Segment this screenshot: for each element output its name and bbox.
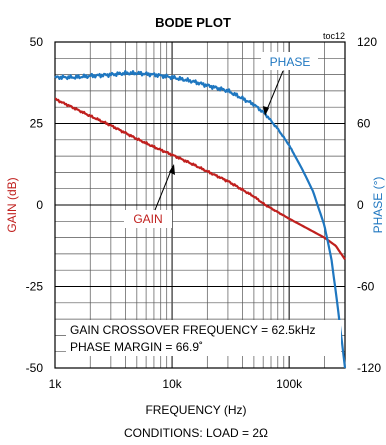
left-tick-label: -50 xyxy=(26,361,44,375)
left-axis-label: GAIN (dB) xyxy=(5,177,19,232)
x-axis-label: FREQUENCY (Hz) xyxy=(145,403,246,417)
right-axis-label: PHASE (°) xyxy=(371,177,385,234)
corner-label: toc12 xyxy=(323,31,345,41)
plot-frame xyxy=(54,41,346,369)
gain-series-line xyxy=(54,97,346,261)
series-layer xyxy=(54,69,347,369)
x-tick-label: 100k xyxy=(276,377,303,391)
right-tick-label: 0 xyxy=(357,198,364,212)
phase-label-arrow xyxy=(265,70,284,113)
gain-arrow-head xyxy=(169,164,175,175)
gain-label-arrow xyxy=(154,167,173,211)
x-tick-label: 10k xyxy=(162,377,182,391)
annotation-crossover: GAIN CROSSOVER FREQUENCY = 62.5kHz xyxy=(70,323,316,337)
right-axis-ticks: 120 60 0 -60 -120 xyxy=(357,35,381,375)
annotation-box xyxy=(66,320,341,356)
right-tick-label: 60 xyxy=(357,117,371,131)
left-tick-label: 25 xyxy=(30,117,44,131)
right-tick-label: 120 xyxy=(357,35,377,49)
annotation-phase-margin: PHASE MARGIN = 66.9˚ xyxy=(70,340,203,354)
grid xyxy=(54,41,346,369)
phase-arrow-head xyxy=(263,106,269,116)
chart-title: BODE PLOT xyxy=(155,15,231,30)
right-tick-label: -120 xyxy=(357,361,381,375)
phase-label-box xyxy=(261,52,318,70)
left-tick-label: -25 xyxy=(26,280,44,294)
phase-series-label: PHASE xyxy=(270,55,311,69)
left-tick-label: 50 xyxy=(30,35,44,49)
phase-series-line xyxy=(54,69,347,369)
gain-label-box xyxy=(124,210,172,228)
x-tick-label: 1k xyxy=(49,377,63,391)
left-tick-label: 0 xyxy=(36,198,43,212)
left-axis-ticks: 50 25 0 -25 -50 xyxy=(26,35,44,375)
x-axis-ticks: 1k 10k 100k xyxy=(49,377,303,391)
gain-series-label: GAIN xyxy=(133,212,162,226)
conditions-label: CONDITIONS: LOAD = 2Ω xyxy=(124,426,268,440)
right-tick-label: -60 xyxy=(357,280,375,294)
